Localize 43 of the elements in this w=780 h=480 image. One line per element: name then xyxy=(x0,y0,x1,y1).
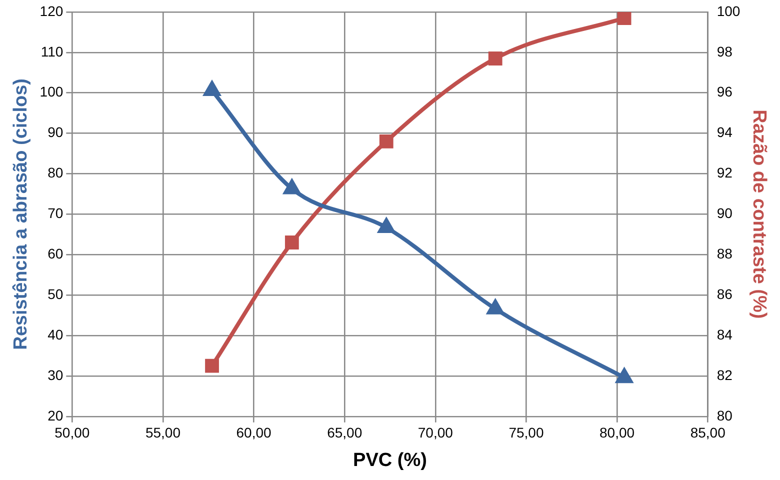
x-tick-label: 75,00 xyxy=(508,424,544,441)
y-tick-label: 90 xyxy=(48,124,64,140)
y2-tick-label: 88 xyxy=(716,246,733,262)
y2-tick-label: 80 xyxy=(716,407,733,424)
y-tick-label: 100 xyxy=(40,84,64,100)
y2-axis-title: Razão de contraste (%) xyxy=(748,110,770,319)
point xyxy=(205,358,219,373)
y2-tick-label: 84 xyxy=(716,326,733,342)
y2-tick-label: 90 xyxy=(716,205,733,222)
point xyxy=(378,218,394,234)
y2-tick-label: 92 xyxy=(716,164,733,181)
x-tick-label: 70,00 xyxy=(418,424,454,441)
point xyxy=(379,134,394,148)
y-tick-label: 30 xyxy=(48,366,64,383)
x-tick-label: 55,00 xyxy=(145,424,181,441)
y-tick-label: 60 xyxy=(48,246,64,262)
y-axis-title: Resistência a abrasão (ciclos) xyxy=(10,78,32,350)
x-tick-label: 85,00 xyxy=(690,424,726,441)
point xyxy=(616,368,632,384)
x-tick-label: 50,00 xyxy=(54,424,90,441)
y-tick-label: 80 xyxy=(48,164,64,181)
y2-tick-label: 94 xyxy=(716,124,733,140)
y-tick-label: 110 xyxy=(40,43,64,60)
x-axis-title: PVC (%) xyxy=(353,450,427,471)
x-tick-label: 80,00 xyxy=(600,424,635,441)
point xyxy=(284,236,299,250)
y-tick-label: 20 xyxy=(48,407,64,424)
x-tick-label: 65,00 xyxy=(327,424,362,441)
y-tick-label: 120 xyxy=(40,2,64,19)
point xyxy=(284,180,300,194)
y-tick-label: 70 xyxy=(48,205,64,222)
point xyxy=(617,12,632,26)
point xyxy=(488,52,502,66)
y-tick-label: 40 xyxy=(48,326,64,342)
y2-tick-label: 96 xyxy=(716,84,733,100)
y2-tick-label: 100 xyxy=(716,2,740,19)
y-tick-label: 50 xyxy=(48,286,64,302)
x-tick-label: 60,00 xyxy=(236,424,272,441)
point xyxy=(204,81,220,96)
point xyxy=(487,300,504,314)
y2-tick-label: 86 xyxy=(716,286,733,302)
y2-tick-label: 82 xyxy=(716,366,733,383)
y2-tick-label: 98 xyxy=(716,43,733,60)
